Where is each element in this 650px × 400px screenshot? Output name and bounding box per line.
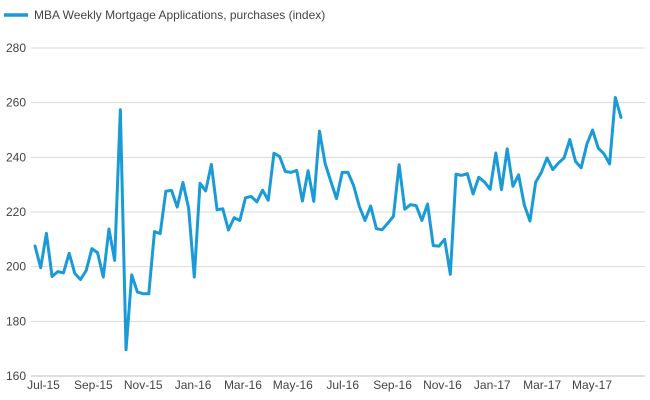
x-tick-label: May-16	[273, 378, 313, 392]
legend-label: MBA Weekly Mortgage Applications, purcha…	[34, 8, 325, 22]
x-axis-tick-labels: Jul-15 Sep-15 Nov-15 Jan-16 Mar-16 May-16 Jul-…	[27, 378, 612, 392]
x-tick-label: Nov-15	[124, 378, 163, 392]
x-tick-label: Mar-17	[523, 378, 561, 392]
y-tick-label: 280	[6, 41, 26, 55]
y-tick-label: 180	[6, 314, 26, 328]
gridlines	[31, 47, 645, 377]
x-tick-label: Sep-16	[373, 378, 412, 392]
x-tick-label: Jul-16	[326, 378, 359, 392]
y-tick-label: 240	[6, 150, 26, 164]
y-tick-label: 160	[6, 369, 26, 383]
x-tick-label: May-17	[572, 378, 612, 392]
x-tick-label: Nov-16	[423, 378, 462, 392]
series-line	[33, 95, 623, 352]
x-tick-label: Jan-17	[474, 378, 511, 392]
series-layer	[33, 95, 623, 352]
x-tick-label: Jan-16	[175, 378, 212, 392]
x-tick-label: Sep-15	[74, 378, 113, 392]
y-axis-tick-labels: 160 180 200 220 240 260 280	[6, 41, 26, 383]
y-tick-label: 200	[6, 260, 26, 274]
x-tick-label: Mar-16	[224, 378, 262, 392]
legend: MBA Weekly Mortgage Applications, purcha…	[4, 8, 325, 22]
x-tick-label: Jul-15	[27, 378, 60, 392]
y-tick-label: 220	[6, 205, 26, 219]
y-tick-label: 260	[6, 96, 26, 110]
